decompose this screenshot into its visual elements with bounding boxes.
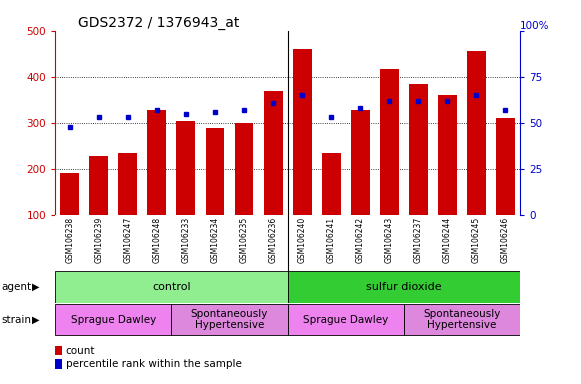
Text: Sprague Dawley: Sprague Dawley (303, 314, 388, 325)
Bar (206, 128, 224, 215)
Bar (380, 68, 399, 215)
Bar (119, 153, 137, 215)
Bar (351, 110, 370, 215)
Bar (171, 304, 288, 335)
Text: control: control (152, 282, 191, 292)
Text: GSM106234: GSM106234 (210, 217, 220, 263)
Text: ▶: ▶ (32, 282, 40, 292)
Text: GSM106240: GSM106240 (297, 217, 307, 263)
Bar (496, 118, 515, 215)
Bar (288, 304, 404, 335)
Bar (288, 271, 520, 303)
Text: Spontaneously
Hypertensive: Spontaneously Hypertensive (191, 309, 268, 331)
Bar (235, 123, 253, 215)
Text: GSM106242: GSM106242 (356, 217, 365, 263)
Bar (60, 173, 79, 215)
Bar (409, 84, 428, 215)
Text: GSM106245: GSM106245 (472, 217, 481, 263)
Text: GSM106246: GSM106246 (501, 217, 510, 263)
Text: agent: agent (1, 282, 31, 292)
Bar (177, 121, 195, 215)
Text: Sprague Dawley: Sprague Dawley (71, 314, 156, 325)
Bar (404, 304, 520, 335)
Text: strain: strain (1, 314, 31, 325)
Text: GSM106237: GSM106237 (414, 217, 423, 263)
Text: GSM106236: GSM106236 (268, 217, 278, 263)
Text: sulfur dioxide: sulfur dioxide (366, 282, 442, 292)
Bar (264, 91, 282, 215)
Text: GSM106247: GSM106247 (123, 217, 132, 263)
Bar (55, 304, 171, 335)
Bar (89, 156, 108, 215)
Text: GSM106233: GSM106233 (181, 217, 191, 263)
Bar (322, 153, 340, 215)
Bar (293, 49, 311, 215)
Text: GSM106248: GSM106248 (152, 217, 162, 263)
Text: ▶: ▶ (32, 314, 40, 325)
Bar (148, 110, 166, 215)
Text: GDS2372 / 1376943_at: GDS2372 / 1376943_at (78, 16, 240, 30)
Bar (467, 51, 486, 215)
Bar (438, 95, 457, 215)
Text: GSM106238: GSM106238 (65, 217, 74, 263)
Bar (55, 271, 288, 303)
Text: GSM106235: GSM106235 (239, 217, 249, 263)
Text: GSM106241: GSM106241 (327, 217, 336, 263)
Text: GSM106244: GSM106244 (443, 217, 452, 263)
Text: GSM106239: GSM106239 (94, 217, 103, 263)
Text: percentile rank within the sample: percentile rank within the sample (66, 359, 242, 369)
Text: Spontaneously
Hypertensive: Spontaneously Hypertensive (423, 309, 501, 331)
Text: 100%: 100% (520, 21, 550, 31)
Text: GSM106243: GSM106243 (385, 217, 394, 263)
Text: count: count (66, 346, 95, 356)
